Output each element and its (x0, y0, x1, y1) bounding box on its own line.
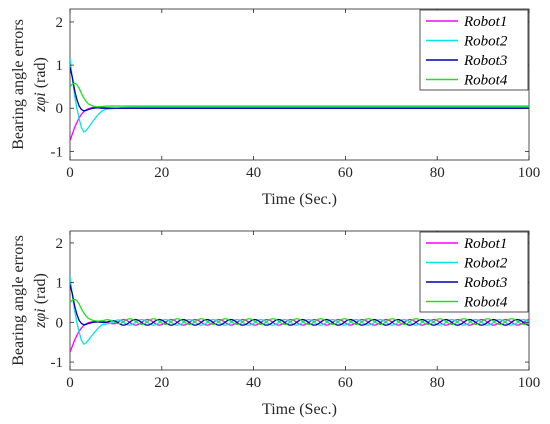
x-tick-label: 100 (518, 165, 541, 181)
legend: Robot1 Robot2 Robot3 Robot4 (419, 9, 529, 91)
x-tick-label: 100 (518, 375, 541, 391)
y-tick-label: 0 (56, 101, 64, 117)
x-axis-label: Time (Sec.) (262, 401, 337, 418)
y-tick-label: 2 (56, 236, 64, 252)
legend-box (419, 9, 529, 91)
x-tick-label: 20 (154, 165, 169, 181)
y-axis-label: Bearing angle errors (10, 19, 27, 150)
y-tick-label: 1 (56, 58, 64, 74)
legend-label-robot1: Robot1 (463, 14, 507, 30)
y-axis-unit: (rad) (32, 273, 49, 304)
series-line-robot4 (70, 82, 529, 108)
x-tick-label: 40 (246, 165, 261, 181)
legend: Robot1 Robot2 Robot3 Robot4 (419, 231, 529, 313)
x-tick-label: 60 (338, 375, 353, 391)
legend-label-robot2: Robot2 (463, 256, 508, 272)
y-tick-label: -1 (51, 355, 64, 371)
x-tick-label: 0 (66, 165, 74, 181)
x-tick-label: 20 (154, 375, 169, 391)
legend-label-robot3: Robot3 (463, 275, 507, 291)
y-tick-label: -1 (51, 144, 64, 160)
series-line-robot3 (70, 284, 529, 326)
x-tick-label: 60 (338, 165, 353, 181)
y-axis-variable-symbol: zφi (32, 304, 49, 329)
legend-label-robot1: Robot1 (463, 236, 507, 252)
y-axis-variable: zφi (rad) (32, 57, 49, 113)
y-axis-unit: (rad) (32, 57, 49, 88)
series-line-robot3 (70, 67, 529, 112)
legend-label-robot3: Robot3 (463, 53, 507, 69)
legend-label-robot4: Robot4 (463, 295, 508, 311)
y-axis-variable-symbol: zφi (32, 88, 49, 113)
y-tick-label: 2 (56, 15, 64, 31)
y-tick-label: 1 (56, 276, 64, 292)
x-tick-label: 80 (430, 165, 445, 181)
y-axis-label: Bearing angle errors (10, 235, 27, 366)
y-tick-label: 0 (56, 315, 64, 331)
series-line-robot2 (70, 58, 529, 133)
series-line-robot4 (70, 298, 529, 325)
y-axis-variable: zφi (rad) (32, 273, 49, 329)
x-axis-label: Time (Sec.) (262, 191, 337, 208)
x-tick-label: 80 (430, 375, 445, 391)
legend-box (419, 231, 529, 313)
legend-label-robot2: Robot2 (463, 34, 508, 50)
legend-label-robot4: Robot4 (463, 73, 508, 89)
x-tick-label: 0 (66, 375, 74, 391)
x-tick-label: 40 (246, 375, 261, 391)
